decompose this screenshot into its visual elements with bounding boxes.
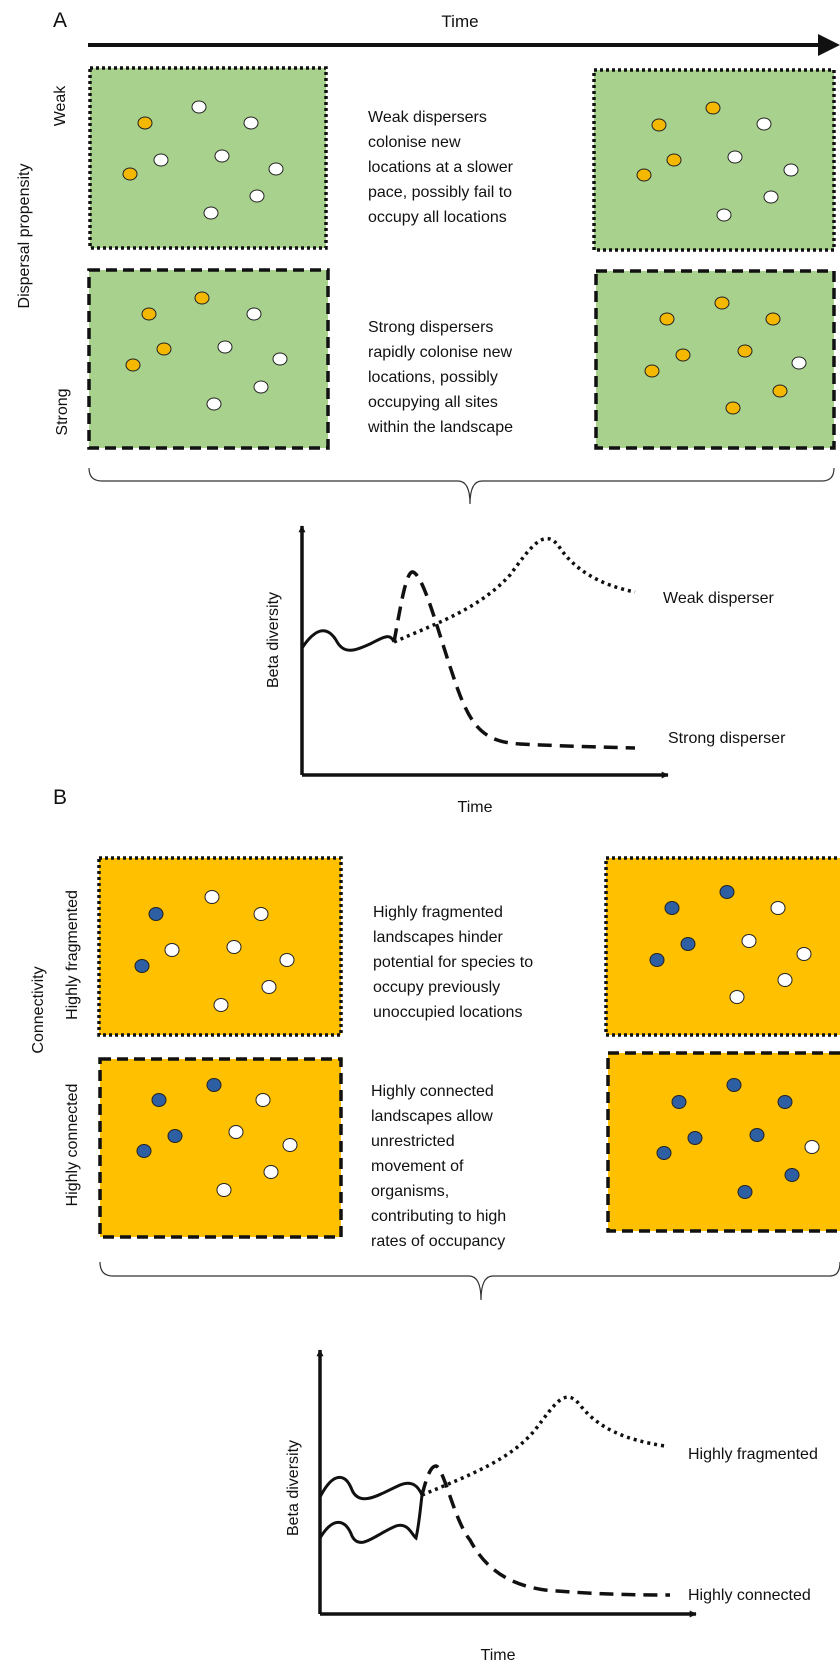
occupied-patches xyxy=(649,885,735,967)
unoccupied-patches xyxy=(216,1093,298,1197)
graph-b-connected-baseline xyxy=(318,1494,424,1544)
description-line: occupy previously xyxy=(373,979,501,996)
weak-description: Weak dispersers colonise new locations a… xyxy=(368,105,513,230)
description-line: occupy all locations xyxy=(368,209,507,226)
panel-a-brace xyxy=(88,467,835,505)
occupied-patches xyxy=(125,291,210,372)
legend-highly-connected: Highly connected xyxy=(688,1587,811,1604)
legend-highly-fragmented: Highly fragmented xyxy=(688,1446,818,1463)
description-line: colonise new xyxy=(368,134,461,151)
description-line: Highly fragmented xyxy=(373,904,503,921)
graph-a-ylabel: Beta diversity xyxy=(265,592,282,688)
graph-b-xlabel: Time xyxy=(481,1647,516,1664)
connected-row-label: Highly connected xyxy=(64,1084,81,1207)
description-line: rates of occupancy xyxy=(371,1233,506,1250)
description-line: unoccupied locations xyxy=(373,1004,523,1021)
panel-a-letter: A xyxy=(53,9,67,32)
graph-a: Beta diversity Time Weak disperser Stron… xyxy=(265,525,786,816)
panel-b-brace xyxy=(99,1261,840,1301)
occupied-patches xyxy=(656,1078,800,1199)
landscape-connected-end xyxy=(606,1051,840,1233)
description-line: locations at a slower xyxy=(368,159,513,176)
weak-row-label: Weak xyxy=(52,85,69,127)
description-line: pace, possibly fail to xyxy=(368,184,513,201)
connectivity-label: Connectivity xyxy=(30,966,47,1053)
occupied-patches xyxy=(644,296,788,415)
unoccupied-patches xyxy=(206,307,288,411)
graph-b: Beta diversity Time Highly fragmented Hi… xyxy=(285,1349,818,1664)
panel-a-time-label: Time xyxy=(441,12,478,31)
fragmented-row-label: Highly fragmented xyxy=(64,890,81,1020)
landscape-weak-start xyxy=(88,66,328,250)
unoccupied-patches xyxy=(804,1140,820,1154)
description-line: landscapes allow xyxy=(371,1108,493,1125)
strong-description: Strong dispersers rapidly colonise new l… xyxy=(368,315,513,440)
fragmented-description: Highly fragmented landscapes hinder pote… xyxy=(373,900,533,1025)
graph-a-baseline-curve xyxy=(300,629,396,652)
dispersal-propensity-label: Dispersal propensity xyxy=(16,164,33,309)
graph-b-fragmented-baseline xyxy=(318,1475,424,1501)
occupied-patches xyxy=(136,1078,222,1158)
landscape-fragmented-end xyxy=(604,856,840,1037)
description-line: landscapes hinder xyxy=(373,929,503,946)
description-line: potential for species to xyxy=(373,954,534,971)
description-line: movement of xyxy=(371,1158,464,1175)
graph-b-connected-curve xyxy=(420,1464,671,1597)
unoccupied-patches xyxy=(164,890,295,1012)
unoccupied-patches xyxy=(153,100,284,220)
description-line: Highly connected xyxy=(371,1083,494,1100)
description-line: occupying all sites xyxy=(368,394,498,411)
strong-row-label: Strong xyxy=(54,388,71,435)
description-line: Strong dispersers xyxy=(368,319,494,336)
time-arrow-head xyxy=(818,34,840,56)
landscape-connected-start xyxy=(98,1057,343,1239)
description-line: contributing to high xyxy=(371,1208,507,1225)
graph-b-fragmented-curve xyxy=(421,1395,666,1497)
description-line: organisms, xyxy=(371,1183,450,1200)
unoccupied-patches xyxy=(716,117,799,222)
graph-b-ylabel: Beta diversity xyxy=(285,1440,302,1536)
landscape-strong-start xyxy=(87,268,330,450)
unoccupied-patches xyxy=(791,356,807,370)
description-line: unrestricted xyxy=(371,1133,455,1150)
landscape-weak-end xyxy=(592,68,836,252)
panel-b-letter: B xyxy=(53,786,67,809)
graph-a-weak-curve xyxy=(393,536,636,644)
connected-description: Highly connected landscapes allow unrest… xyxy=(371,1079,506,1254)
graph-a-strong-curve xyxy=(392,570,636,750)
description-line: rapidly colonise new xyxy=(368,344,513,361)
occupied-patches xyxy=(636,101,721,182)
landscape-fragmented-start xyxy=(97,856,343,1037)
unoccupied-patches xyxy=(729,901,812,1004)
landscape-strong-end xyxy=(594,269,836,450)
occupied-patches xyxy=(122,116,153,181)
occupied-patches xyxy=(134,907,164,973)
description-line: Weak dispersers xyxy=(368,109,487,126)
legend-weak-disperser: Weak disperser xyxy=(663,590,775,607)
description-line: locations, possibly xyxy=(368,369,498,386)
description-line: within the landscape xyxy=(368,419,513,436)
legend-strong-disperser: Strong disperser xyxy=(668,730,786,747)
graph-a-xlabel: Time xyxy=(458,799,493,816)
